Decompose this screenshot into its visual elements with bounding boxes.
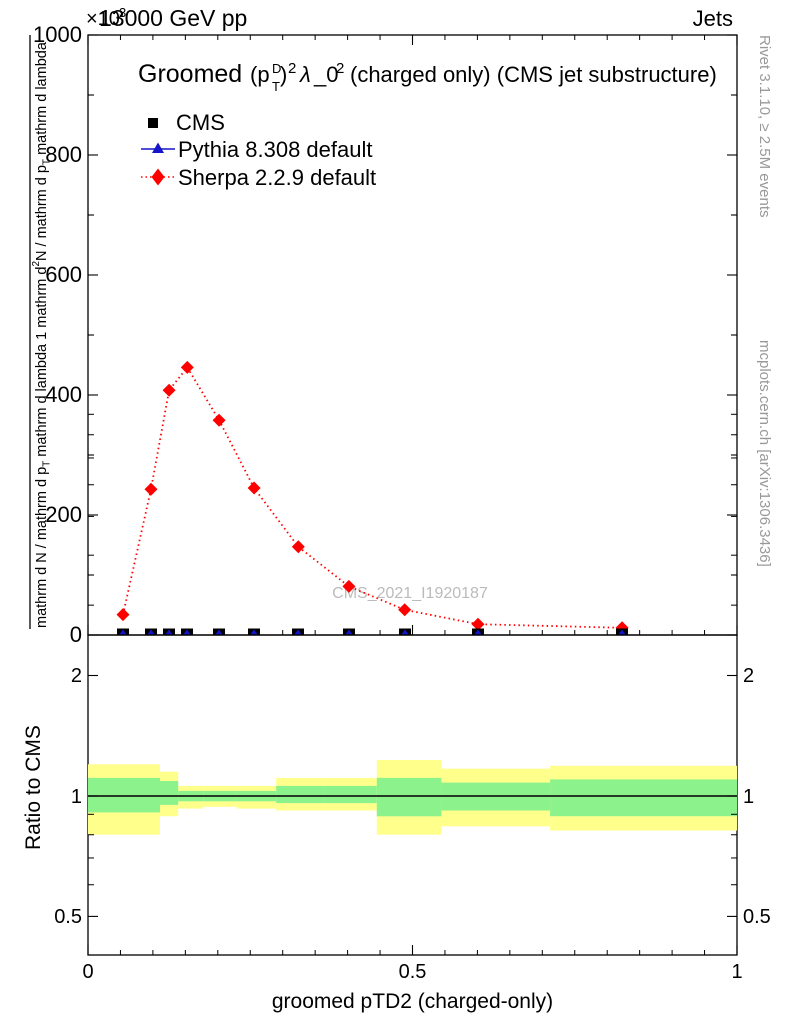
- svg-text:1: 1: [71, 786, 82, 808]
- svg-text:(charged only) (CMS jet substr: (charged only) (CMS jet substructure): [350, 62, 717, 87]
- svg-text:2: 2: [743, 665, 754, 687]
- svg-text:200: 200: [45, 502, 82, 527]
- svg-text:Groomed: Groomed: [138, 60, 242, 88]
- svg-text:_0: _0: [313, 62, 338, 87]
- svg-text:mcplots.cern.ch [arXiv:1306.34: mcplots.cern.ch [arXiv:1306.3436]: [756, 340, 773, 567]
- svg-text:Jets: Jets: [693, 6, 733, 31]
- svg-text:(p: (p: [250, 62, 270, 87]
- svg-text:2: 2: [71, 665, 82, 687]
- svg-text:0.5: 0.5: [399, 961, 427, 983]
- svg-text:600: 600: [45, 262, 82, 287]
- svg-text:groomed pTD2 (charged-only): groomed pTD2 (charged-only): [272, 990, 553, 1013]
- svg-text:0.5: 0.5: [54, 906, 82, 928]
- svg-text:Ratio to CMS: Ratio to CMS: [22, 725, 45, 850]
- svg-text:0: 0: [70, 622, 82, 647]
- svg-text:400: 400: [45, 382, 82, 407]
- svg-text:0: 0: [82, 961, 93, 983]
- svg-text:2: 2: [336, 60, 344, 77]
- svg-text:λ: λ: [299, 62, 311, 87]
- svg-text:): ): [280, 62, 287, 87]
- svg-text:CMS: CMS: [176, 110, 225, 135]
- svg-text:13000 GeV pp: 13000 GeV pp: [99, 5, 247, 31]
- svg-text:mathrm d N / mathrm d pT mathr: mathrm d N / mathrm d pT mathrm d lambda…: [31, 41, 52, 628]
- svg-text:T: T: [272, 79, 280, 94]
- svg-text:0.5: 0.5: [743, 906, 771, 928]
- svg-text:Pythia 8.308 default: Pythia 8.308 default: [178, 137, 372, 162]
- svg-text:1: 1: [743, 786, 754, 808]
- svg-text:2: 2: [288, 60, 296, 77]
- svg-text:Sherpa 2.2.9 default: Sherpa 2.2.9 default: [178, 165, 376, 190]
- svg-text:Rivet 3.1.10, ≥ 2.5M events: Rivet 3.1.10, ≥ 2.5M events: [756, 35, 773, 218]
- svg-text:1: 1: [731, 961, 742, 983]
- svg-text:CMS_2021_I1920187: CMS_2021_I1920187: [332, 585, 488, 602]
